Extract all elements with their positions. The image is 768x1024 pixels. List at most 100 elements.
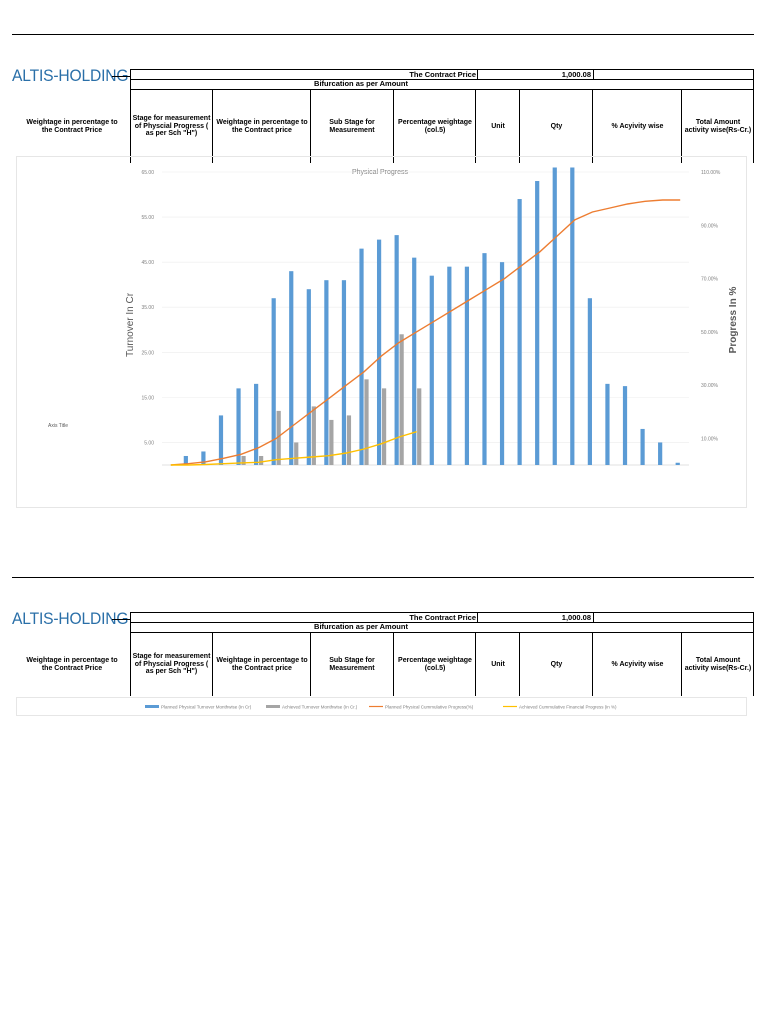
bar-achieved [399, 334, 404, 465]
bar-achieved [311, 406, 316, 465]
page2-top-rule [12, 577, 754, 578]
y2-tick-label: 50.00% [701, 330, 719, 336]
y2-tick-label: 110.00% [701, 170, 721, 176]
bifurcation-row-page2: Bifurcation as per Amount [130, 622, 754, 633]
bar-planned [201, 451, 206, 465]
bar-planned [394, 235, 399, 465]
legend-swatch [266, 705, 280, 708]
y2-tick-label: 30.00% [701, 383, 719, 389]
bar-planned [376, 239, 382, 465]
contract-price-label: The Contract Price [409, 70, 476, 79]
bar-planned [464, 266, 470, 465]
bar-planned [675, 462, 680, 465]
y-tick-label: 15.00 [141, 395, 154, 401]
company-logo: ALTIS-HOLDING [12, 66, 129, 85]
bar-planned [324, 280, 329, 465]
bar-achieved [241, 455, 246, 465]
bar-planned [517, 199, 522, 466]
col-activity-wise: % Acyivity wise [611, 122, 664, 130]
bar-planned [622, 386, 628, 465]
bar-achieved [417, 388, 422, 465]
col-unit-page2: Unit [491, 660, 505, 668]
bar-achieved [329, 419, 334, 465]
col-weightage-price: Weightage in percentage to the Contract … [216, 118, 308, 134]
y-tick-label: 25.00 [141, 350, 154, 356]
col-stage-measurement-page2: Stage for measurement of Physcial Progre… [132, 652, 211, 676]
col-total-amount-page2: Total Amount activity wise(Rs-Cr.) [684, 656, 752, 672]
legend-swatch [145, 705, 159, 708]
bar-planned [570, 167, 575, 465]
col-qty-page2: Qty [550, 660, 563, 668]
line-planned-cumulative [170, 199, 681, 466]
y2-tick-label: 70.00% [701, 277, 719, 283]
y2-tick-label: 10.00% [701, 436, 719, 442]
bar-planned [535, 181, 540, 465]
legend-label: Planned Physical Cummulative Progress(%) [385, 705, 474, 710]
col-percentage-weightage: Percentage weightage (col.5) [398, 118, 472, 134]
bifurcation-label-page2: Bifurcation as per Amount [314, 622, 408, 631]
bar-planned [359, 248, 364, 465]
chart-legend-svg: Planned Physical Turnover Monthwise (In … [145, 705, 617, 710]
header-columns: Weightage in percentage to the Contract … [12, 90, 754, 163]
bar-planned [341, 280, 347, 465]
y-tick-label: 35.00 [141, 305, 154, 311]
bar-planned [658, 442, 663, 465]
bar-planned [499, 262, 505, 465]
contract-price-value-page2: 1,000.08 [561, 613, 591, 622]
col-qty: Qty [550, 122, 563, 130]
y-tick-label: 55.00 [141, 215, 154, 221]
contract-price-value: 1,000.08 [561, 70, 591, 79]
bar-achieved [276, 410, 281, 465]
col-weightage-contract: Weightage in percentage to the Contract … [26, 118, 118, 134]
y-tick-label: 65.00 [141, 170, 154, 176]
contract-price-row-page2: The Contract Price 1,000.08 [130, 612, 754, 623]
contract-price-row: The Contract Price 1,000.08 [130, 69, 754, 80]
legend-label: Achieved Turnover Monthwise (In Cr.) [282, 705, 358, 710]
bar-planned [482, 253, 487, 465]
bar-achieved [381, 388, 387, 465]
col-weightage-price-page2: Weightage in percentage to the Contract … [216, 656, 308, 672]
col-unit: Unit [491, 122, 505, 130]
bar-planned [254, 383, 259, 465]
bar-planned [605, 383, 610, 465]
chart-title: Physical Progress [352, 169, 409, 176]
col-percentage-weightage-page2: Percentage weightage (col.5) [398, 656, 472, 672]
y-tick-label: 5.00 [144, 440, 154, 446]
col-sub-stage: Sub Stage for Measurement [329, 118, 375, 134]
y2-tick-label: 90.00% [701, 223, 719, 229]
bar-achieved [294, 442, 299, 465]
col-activity-wise-page2: % Acyivity wise [611, 660, 664, 668]
bifurcation-label: Bifurcation as per Amount [314, 79, 408, 88]
top-rule [12, 34, 754, 35]
bar-planned [306, 289, 311, 465]
bar-planned [429, 275, 434, 465]
line-achieved-cumulative [170, 431, 417, 466]
legend-label: Achieved Cummulative Financial Progress … [519, 705, 617, 710]
bar-planned [183, 455, 188, 465]
bar-planned [218, 415, 224, 465]
bar-planned [236, 388, 241, 465]
bar-planned [289, 271, 294, 465]
contract-price-label-page2: The Contract Price [409, 613, 476, 622]
y-tick-label: 45.00 [141, 260, 154, 266]
bar-achieved [259, 455, 264, 465]
logo-underline-page2 [112, 619, 130, 620]
col-total-amount: Total Amount activity wise(Rs-Cr.) [684, 118, 752, 134]
bar-achieved [346, 415, 352, 465]
bar-planned [587, 298, 592, 465]
bar-planned [552, 167, 557, 465]
bar-planned [271, 298, 276, 465]
col-weightage-contract-page2: Weightage in percentage to the Contract … [26, 656, 118, 672]
col-sub-stage-page2: Sub Stage for Measurement [329, 656, 375, 672]
company-logo-page2: ALTIS-HOLDING [12, 609, 129, 628]
y2-axis-label: Progress In % [728, 287, 739, 354]
bar-planned [412, 257, 417, 465]
x-axis-title: Axis Title [48, 423, 68, 429]
bar-planned [447, 266, 452, 465]
col-stage-measurement: Stage for measurement of Physcial Progre… [132, 114, 211, 138]
chart-container: Physical Progress Turnover In Cr Progres… [16, 156, 747, 508]
y-axis-label: Turnover In Cr [125, 292, 136, 357]
logo-underline [112, 76, 130, 77]
bar-planned [640, 428, 645, 465]
header-columns-page2: Weightage in percentage to the Contract … [12, 633, 754, 696]
